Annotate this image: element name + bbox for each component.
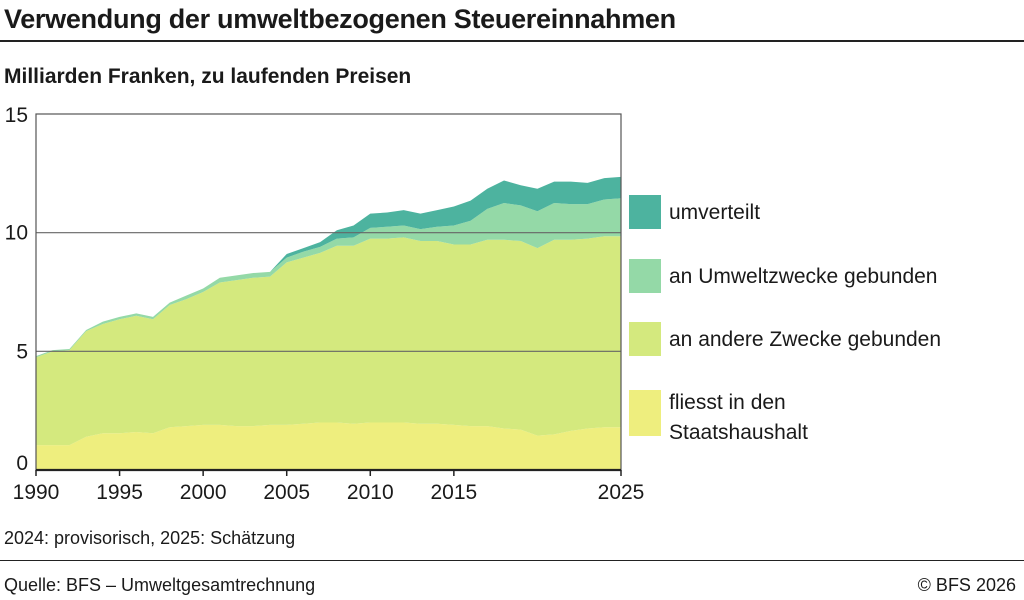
x-tick-label-1995: 1995 xyxy=(96,481,143,504)
gridlines xyxy=(36,232,621,352)
x-tick-label-1990: 1990 xyxy=(13,481,60,504)
legend-label: umverteilt xyxy=(669,201,760,224)
legend-item-1: umverteilt xyxy=(629,195,760,229)
legend-swatch xyxy=(629,390,661,436)
y-tick-label-5: 5 xyxy=(16,340,28,363)
y-tick-label-10: 10 xyxy=(5,222,28,245)
legend-swatch xyxy=(629,195,661,229)
source-text: Quelle: BFS – Umweltgesamtrechnung xyxy=(4,575,316,595)
legend-label: Staatshaushalt xyxy=(669,421,808,444)
area-an-umweltzwecke-gebunden xyxy=(36,198,621,358)
y-tick-label-0: 0 xyxy=(16,452,28,475)
chart-title: Verwendung der umweltbezogenen Steuerein… xyxy=(4,4,676,34)
legend-swatch xyxy=(629,259,661,293)
y-tick-label-15: 15 xyxy=(5,104,28,127)
x-tick-label-2005: 2005 xyxy=(263,481,310,504)
chart-subtitle: Milliarden Franken, zu laufenden Preisen xyxy=(4,65,412,88)
legend-swatch xyxy=(629,322,661,356)
footer-rule xyxy=(0,560,1024,561)
copyright-text: © BFS 2026 xyxy=(917,575,1016,595)
area-umverteilt xyxy=(36,176,621,357)
legend-item-2: an Umweltzwecke gebunden xyxy=(629,259,938,293)
x-tick-label-2010: 2010 xyxy=(347,481,394,504)
area-an-andere-zwecke-gebunden xyxy=(36,236,621,446)
legend-item-4: fliesst in den Staatshaushalt xyxy=(629,390,808,444)
x-tick-label-2000: 2000 xyxy=(180,481,227,504)
legend-label: fliesst in den xyxy=(669,391,786,414)
footnote: 2024: provisorisch, 2025: Schätzung xyxy=(4,528,296,548)
area-fliesst-in-den-staatshaushalt xyxy=(36,422,621,470)
legend-label: an andere Zwecke gebunden xyxy=(669,328,941,351)
area-series-group xyxy=(36,176,621,470)
legend: umverteilt an Umweltzwecke gebunden an and… xyxy=(629,195,941,444)
title-rule xyxy=(0,40,1024,42)
axes xyxy=(35,113,622,476)
x-tick-label-2015: 2015 xyxy=(430,481,477,504)
legend-item-3: an andere Zwecke gebunden xyxy=(629,322,941,356)
x-tick-label-2025: 2025 xyxy=(598,481,645,504)
tick-labels: 0 5 10 15 1990 1995 2000 2005 2010 2015 2025 xyxy=(5,104,645,504)
legend-label: an Umweltzwecke gebunden xyxy=(669,265,938,288)
